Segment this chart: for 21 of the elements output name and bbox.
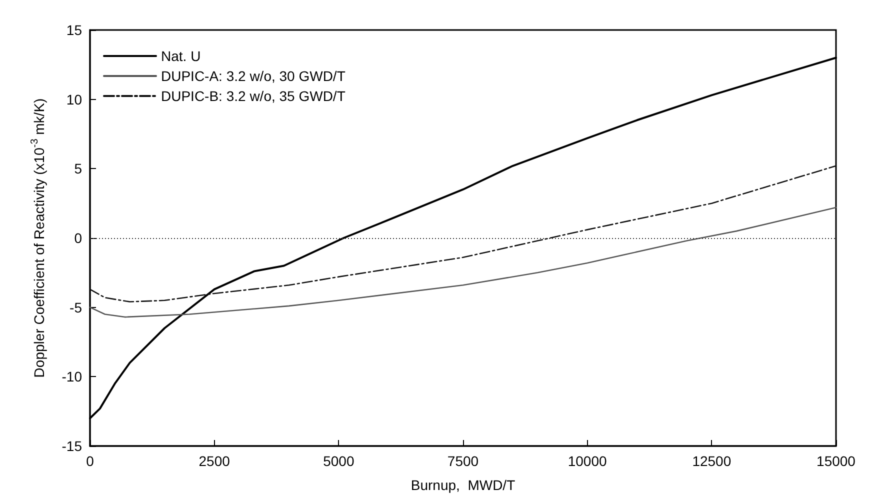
y-tick-label: -15: [62, 438, 82, 454]
x-axis-title: Burnup, MWD/T: [410, 477, 516, 493]
line-series: [89, 206, 837, 318]
y-tick-label: -10: [62, 368, 82, 385]
legend-label: Nat. U: [161, 48, 201, 64]
x-tick-label: 0: [86, 453, 94, 469]
x-tick-label: 5000: [323, 453, 354, 469]
x-tick-label: 12500: [692, 453, 732, 469]
legend-label: DUPIC-B: 3.2 w/o, 35 GWD/T: [161, 88, 346, 104]
y-axis-title: Doppler Coefficient of Reactivity (x10-3 mk/K): [30, 98, 47, 378]
x-tick-label: 10000: [568, 453, 608, 469]
line-series: [89, 165, 837, 302]
x-tick-label: 7500: [447, 453, 479, 469]
y-tick-label: 5: [74, 160, 82, 177]
x-tick-label: 2500: [198, 453, 230, 469]
y-tick-label: 15: [66, 22, 82, 38]
x-tick-label: 15000: [816, 453, 856, 469]
y-tick-label: -5: [70, 299, 82, 316]
y-tick-label: 10: [66, 91, 82, 108]
y-tick-label: 0: [74, 230, 82, 246]
legend-label: DUPIC-A: 3.2 w/o, 30 GWD/T: [161, 68, 346, 84]
